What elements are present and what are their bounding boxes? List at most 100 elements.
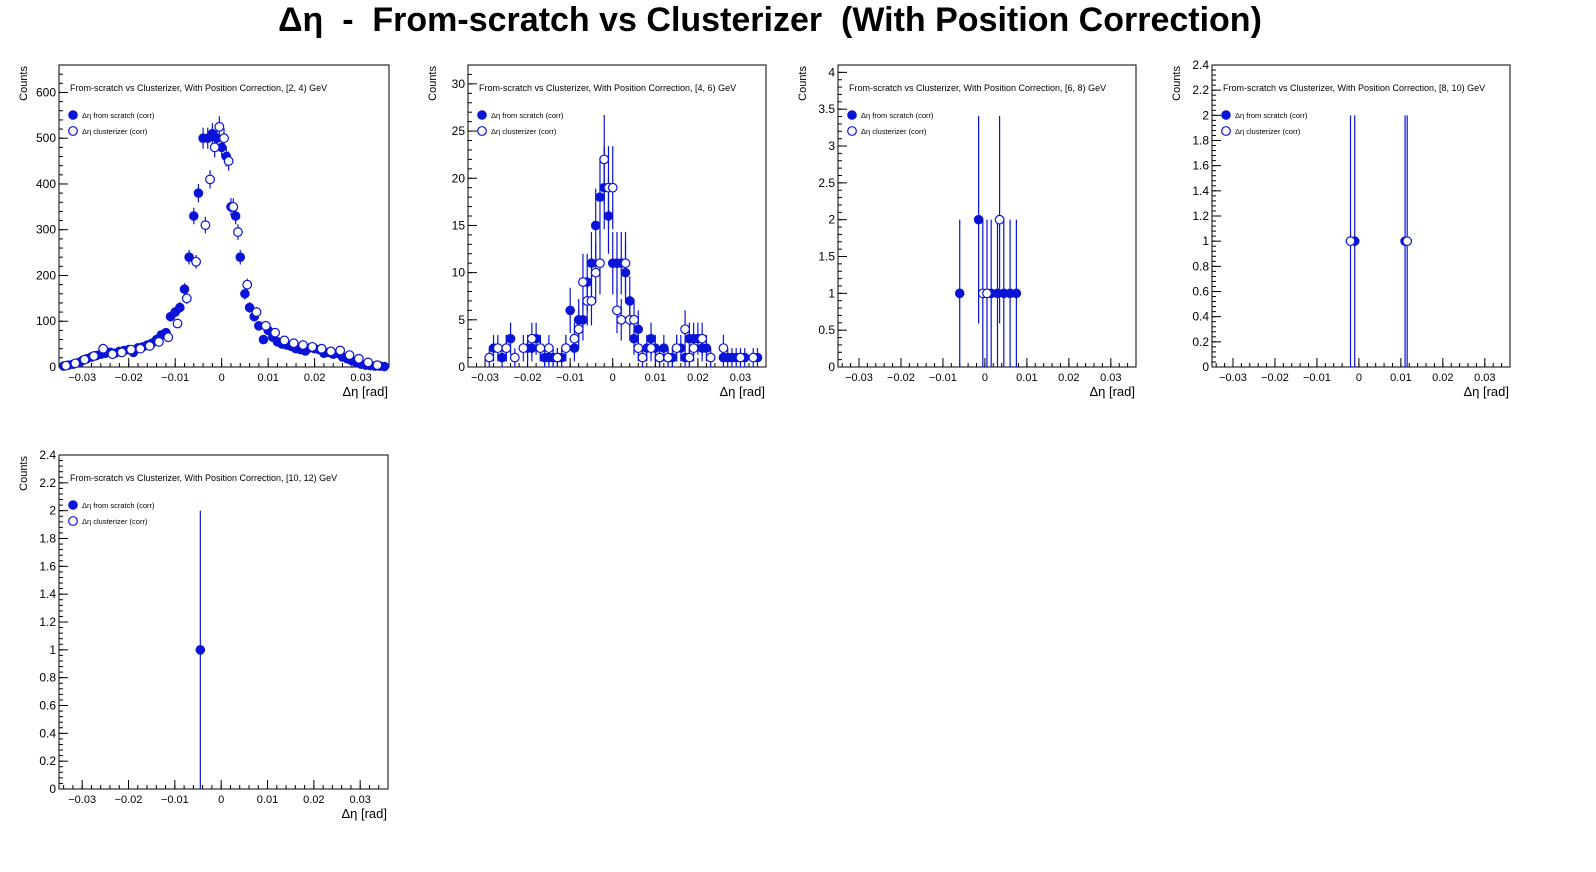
data-point-clusterizer: [242, 279, 253, 290]
x-tick-label: −0.03: [845, 372, 873, 384]
data-point-clusterizer: [501, 343, 512, 354]
chart-panel-4: −0.03 −0.02 −0.01 0 0.01 0.02 0.03 0 0.2 0.4 0.6 0.…: [1171, 58, 1511, 399]
data-point-clusterizer: [607, 182, 618, 193]
x-tick-label: −0.01: [161, 794, 189, 806]
x-tick-label: −0.03: [471, 372, 499, 384]
y-tick-label: 1.4: [39, 587, 56, 601]
x-tick-label: 0: [219, 372, 225, 384]
data-point-clusterizer: [79, 354, 90, 365]
y-tick-label: 2: [1202, 108, 1209, 122]
data-point-clusterizer: [543, 343, 554, 354]
y-tick-label: 2.2: [1192, 83, 1209, 97]
y-tick-label: 2.4: [39, 448, 56, 462]
data-point-clusterizer: [205, 174, 215, 185]
legend-marker-filled: [68, 110, 78, 120]
legend-label: Δη from scratch (corr): [82, 501, 155, 510]
data-point-clusterizer: [107, 349, 118, 360]
legend-label: Δη clusterizer (corr): [491, 127, 557, 136]
legend-label: Δη from scratch (corr): [861, 111, 934, 120]
y-tick-label: 300: [36, 223, 56, 237]
data-point-clusterizer: [637, 352, 648, 363]
chart-panel-3: −0.03 −0.02 −0.01 0 0.01 0.02 0.03 0 0.5 1 1.5 2 2.5…: [797, 64, 1137, 399]
y-tick-label: 0: [458, 360, 465, 374]
panel-title: From-scratch vs Clusterizer, With Positi…: [1223, 83, 1485, 93]
legend-marker-open: [847, 126, 857, 136]
data-point-from-scratch: [505, 333, 516, 344]
x-tick-label: −0.02: [887, 372, 915, 384]
data-point-clusterizer: [363, 357, 373, 368]
legend-marker-filled: [477, 110, 487, 120]
panel-title: From-scratch vs Clusterizer, With Positi…: [479, 83, 736, 93]
x-tick-label: −0.01: [1303, 372, 1331, 384]
y-tick-label: 0.4: [1192, 310, 1209, 324]
legend-marker-filled: [68, 500, 78, 510]
data-point-clusterizer: [116, 347, 127, 358]
data-point-clusterizer: [994, 214, 1005, 225]
y-tick-label: 1.8: [1192, 134, 1209, 148]
y-tick-label: 0.4: [39, 726, 56, 740]
x-tick-label: −0.01: [161, 372, 189, 384]
y-tick-label: 0.2: [1192, 335, 1209, 349]
y-tick-label: 1: [1202, 234, 1209, 248]
data-point-from-scratch: [633, 324, 644, 335]
x-tick-label: −0.01: [556, 372, 584, 384]
data-point-clusterizer: [126, 344, 136, 355]
data-point-from-scratch: [258, 334, 269, 345]
y-tick-label: 2.2: [39, 476, 56, 490]
data-point-clusterizer: [298, 340, 308, 350]
y-tick-label: 0.8: [39, 671, 56, 685]
y-tick-label: 400: [36, 177, 56, 191]
x-tick-label: 0.03: [1100, 372, 1121, 384]
data-point-clusterizer: [181, 293, 192, 304]
x-tick-label: 0: [610, 372, 616, 384]
data-point-clusterizer: [1345, 236, 1356, 247]
x-tick-label: 0.02: [1432, 372, 1453, 384]
data-point-clusterizer: [663, 352, 673, 363]
data-point-from-scratch: [179, 284, 190, 295]
legend-label: Δη clusterizer (corr): [861, 127, 927, 136]
panel-title: From-scratch vs Clusterizer, With Positi…: [70, 83, 327, 93]
data-point-clusterizer: [552, 352, 563, 363]
y-tick-label: 25: [452, 124, 466, 138]
panel-title: From-scratch vs Clusterizer, With Positi…: [849, 83, 1106, 93]
data-point-from-scratch: [973, 214, 984, 225]
data-point-clusterizer: [735, 352, 746, 363]
data-point-clusterizer: [705, 352, 716, 363]
legend-label: Δη from scratch (corr): [1235, 111, 1308, 120]
x-tick-label: −0.03: [68, 794, 96, 806]
data-point-clusterizer: [616, 314, 627, 325]
x-tick-label: 0.01: [257, 372, 278, 384]
data-point-from-scratch: [1011, 288, 1022, 299]
data-point-from-scratch: [659, 343, 669, 353]
y-tick-label: 2.4: [1192, 58, 1209, 72]
data-point-from-scratch: [586, 258, 597, 268]
data-point-clusterizer: [680, 324, 691, 335]
y-axis-title: Counts: [18, 456, 30, 491]
x-tick-label: 0.02: [304, 372, 325, 384]
data-point-from-scratch: [590, 220, 601, 231]
data-point-clusterizer: [326, 346, 336, 357]
data-point-clusterizer: [578, 277, 588, 287]
x-axis-title: Δη [rad]: [342, 384, 388, 399]
x-tick-label: 0.01: [1016, 372, 1037, 384]
y-tick-label: 1.4: [1192, 184, 1209, 198]
legend-marker-filled: [847, 110, 857, 120]
y-tick-label: 10: [452, 266, 466, 280]
data-point-clusterizer: [535, 343, 546, 354]
data-point-clusterizer: [172, 318, 183, 329]
data-point-from-scratch: [565, 305, 575, 316]
x-tick-label: 0.01: [645, 372, 666, 384]
data-point-clusterizer: [223, 156, 234, 166]
y-tick-label: 100: [36, 314, 56, 328]
data-point-clusterizer: [200, 220, 211, 231]
data-point-clusterizer: [633, 343, 644, 354]
data-point-clusterizer: [492, 343, 503, 354]
data-point-clusterizer: [654, 352, 665, 363]
data-point-clusterizer: [260, 320, 271, 331]
data-point-clusterizer: [344, 350, 355, 361]
y-tick-label: 0: [49, 360, 56, 374]
y-tick-label: 0: [828, 360, 835, 374]
data-point-clusterizer: [697, 333, 708, 344]
data-point-clusterizer: [270, 327, 281, 338]
